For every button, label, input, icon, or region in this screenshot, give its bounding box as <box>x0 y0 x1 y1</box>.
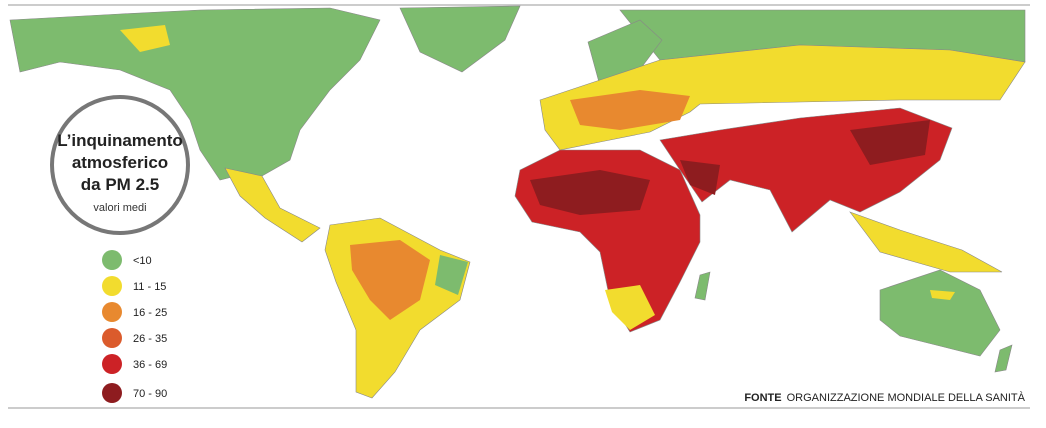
south-america-zone <box>350 240 430 320</box>
australia <box>879 269 1001 357</box>
legend-swatch <box>102 302 122 322</box>
title: L’inquinamento atmosferico da PM 2.5 <box>57 131 183 194</box>
source-text: ORGANIZZAZIONE MONDIALE DELLA SANITÀ <box>787 391 1026 404</box>
new-zealand <box>994 344 1013 373</box>
legend-label: <10 <box>133 255 152 267</box>
madagascar <box>694 271 711 301</box>
legend-label: 16 - 25 <box>133 307 167 319</box>
legend-swatch <box>102 328 122 348</box>
title-line: atmosferico <box>72 153 168 172</box>
source-label: FONTE <box>744 392 781 404</box>
title-line: L’inquinamento <box>57 131 183 150</box>
alaska-zone <box>120 25 170 52</box>
australia-zone <box>930 290 955 300</box>
legend-label: 70 - 90 <box>133 388 167 400</box>
legend-label: 11 - 15 <box>133 281 166 293</box>
southeast-asia <box>849 211 1003 273</box>
legend-label: 36 - 69 <box>133 359 167 371</box>
legend-swatch <box>102 354 122 374</box>
title-line: da PM 2.5 <box>81 175 159 194</box>
source: FONTE ORGANIZZAZIONE MONDIALE DELLA SANIT… <box>744 391 1025 404</box>
europe-zone <box>570 90 690 130</box>
asia-dark-zone <box>680 120 930 195</box>
world-map <box>9 5 1026 399</box>
title-badge <box>50 95 190 235</box>
sahara-zone <box>530 170 650 215</box>
scandinavia <box>587 19 663 87</box>
europe-russia <box>539 44 1026 151</box>
brazil-coast <box>435 255 468 295</box>
greenland <box>399 5 521 73</box>
legend-swatch <box>102 383 122 403</box>
south-africa-zone <box>605 285 655 330</box>
legend-swatch <box>102 276 122 296</box>
subtitle: valori medi <box>93 202 146 214</box>
legend-swatch <box>102 250 122 270</box>
central-america <box>224 167 321 243</box>
legend-label: 26 - 35 <box>133 333 167 345</box>
legend: <10 11 - 15 16 - 25 26 - 35 36 - 69 70 - 90 <box>102 250 167 403</box>
